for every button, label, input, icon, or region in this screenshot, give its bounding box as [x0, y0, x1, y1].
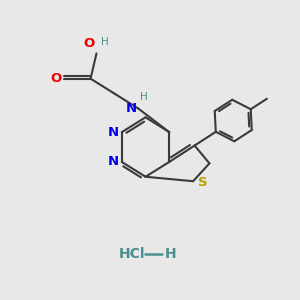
Text: O: O: [50, 72, 61, 85]
Text: N: N: [108, 155, 119, 168]
Text: H: H: [165, 247, 177, 261]
Text: S: S: [198, 176, 208, 189]
Text: H: H: [140, 92, 147, 102]
Text: N: N: [125, 102, 136, 115]
Text: HCl: HCl: [119, 247, 146, 261]
Text: O: O: [84, 37, 95, 50]
Text: N: N: [108, 126, 119, 139]
Text: H: H: [101, 37, 109, 47]
